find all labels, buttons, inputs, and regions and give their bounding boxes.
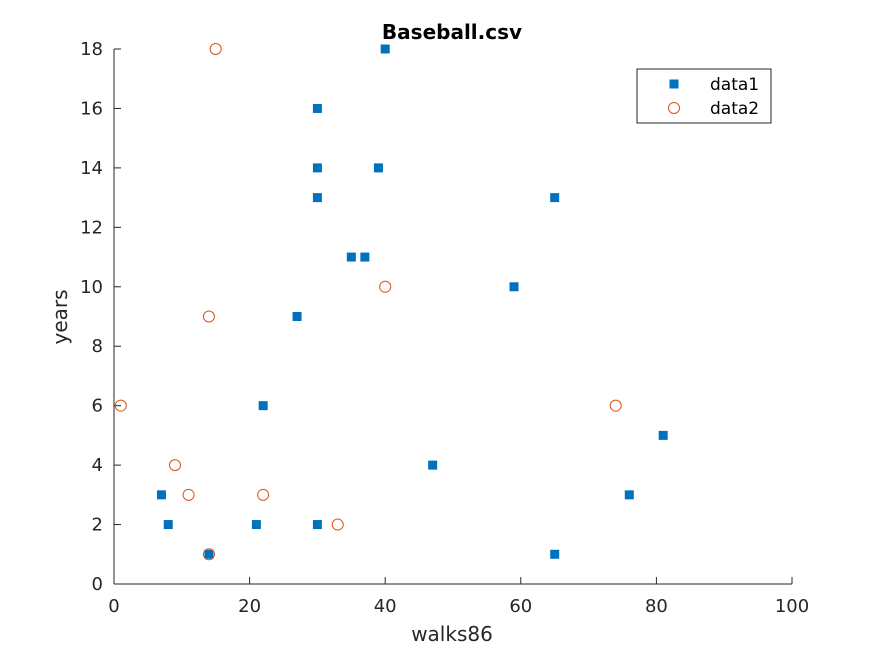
legend-label: data1 (710, 75, 759, 95)
square-point (251, 520, 261, 530)
legend-box (636, 68, 772, 124)
circle-point (379, 280, 392, 293)
legend-marker (669, 79, 679, 89)
circle-point (257, 488, 270, 501)
square-point (312, 103, 322, 113)
square-point (312, 193, 322, 203)
square-point (373, 163, 383, 173)
x-tick-label: 40 (374, 596, 397, 617)
y-tick-label: 16 (80, 98, 103, 119)
square-point (312, 163, 322, 173)
x-tick-label: 0 (108, 596, 119, 617)
square-point (550, 549, 560, 559)
data-marks (114, 43, 668, 561)
x-axis-label: walks86 (411, 622, 493, 646)
square-point (658, 430, 668, 440)
x-tick-label: 60 (509, 596, 532, 617)
square-point (380, 44, 390, 54)
legend-item: data1 (669, 75, 759, 95)
y-tick-label: 10 (80, 277, 103, 298)
circle-point (202, 548, 215, 561)
y-tick-label: 6 (92, 396, 103, 417)
circle-point (209, 43, 222, 55)
square-point (624, 490, 634, 500)
series-data1 (156, 44, 668, 559)
series-data2 (114, 43, 622, 561)
square-point (292, 312, 302, 321)
square-point (204, 549, 214, 559)
circle-point (331, 518, 344, 531)
y-tick-label: 12 (80, 217, 103, 238)
square-point (156, 490, 166, 500)
y-tick-label: 2 (92, 515, 103, 536)
circle-point (202, 310, 215, 323)
square-point (550, 193, 560, 203)
chart-title: Baseball.csv (382, 20, 522, 44)
circle-point (114, 399, 127, 412)
legend: data1 data2 (636, 68, 772, 124)
square-point (346, 252, 356, 262)
y-tick-label: 18 (80, 39, 103, 60)
y-axis-label: years (48, 289, 72, 344)
circle-point (169, 459, 182, 472)
square-point (312, 520, 322, 530)
circle-point (182, 488, 195, 501)
y-tick-label: 0 (92, 574, 103, 595)
square-point (428, 460, 438, 470)
x-tick-label: 20 (238, 596, 261, 617)
y-tick-label: 14 (80, 158, 103, 179)
y-tick-label: 8 (92, 336, 103, 357)
legend-marker (668, 102, 680, 114)
x-tick-label: 80 (645, 596, 668, 617)
x-tick-label: 100 (775, 596, 809, 617)
square-point (509, 282, 519, 292)
legend-item: data2 (668, 99, 759, 119)
square-point (360, 252, 370, 262)
legend-label: data2 (710, 99, 759, 119)
square-point (163, 520, 173, 530)
circle-point (609, 399, 622, 412)
square-point (258, 401, 268, 411)
axes: 0 20 40 60 80 100 0 2 4 6 8 10 12 14 16 18 (80, 39, 809, 617)
y-tick-label: 4 (92, 455, 103, 476)
